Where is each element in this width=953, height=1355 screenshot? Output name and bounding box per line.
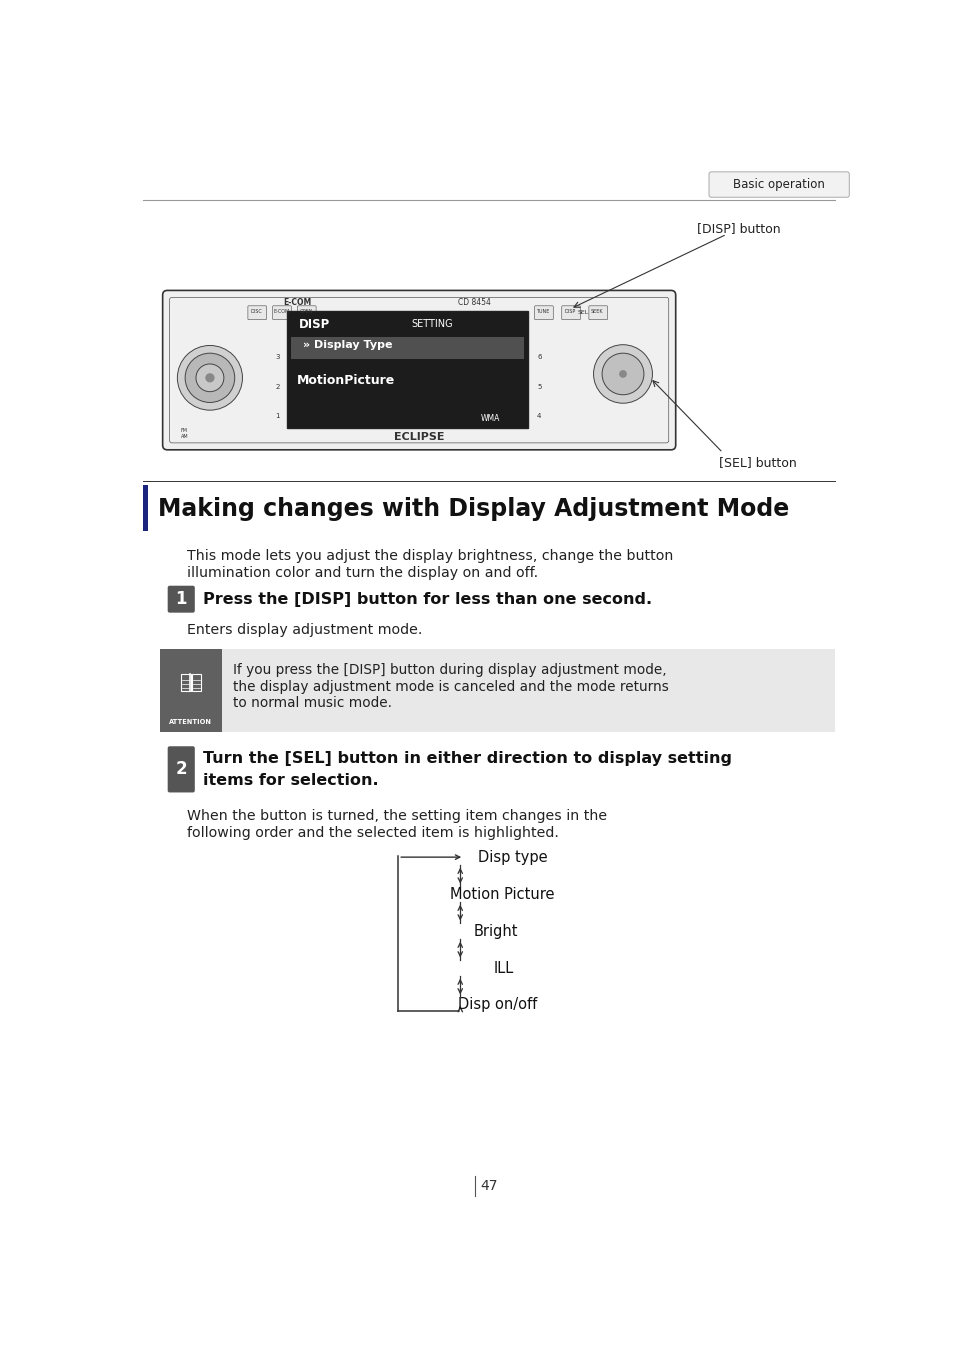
- FancyBboxPatch shape: [708, 172, 848, 198]
- Text: Disp type: Disp type: [477, 850, 547, 864]
- FancyBboxPatch shape: [168, 585, 194, 612]
- Text: CD 8454: CD 8454: [457, 298, 490, 308]
- Text: items for selection.: items for selection.: [203, 772, 378, 787]
- Text: 4: 4: [537, 413, 541, 419]
- Text: Motion Picture: Motion Picture: [450, 886, 554, 901]
- Text: E-COM: E-COM: [283, 298, 312, 308]
- Bar: [159, 649, 221, 733]
- Text: 3: 3: [274, 355, 279, 360]
- Bar: [181, 673, 191, 691]
- Text: [DISP] button: [DISP] button: [696, 222, 780, 234]
- Text: 2: 2: [274, 383, 279, 390]
- Circle shape: [177, 346, 242, 411]
- Bar: [142, 485, 148, 531]
- Text: following order and the selected item is highlighted.: following order and the selected item is…: [187, 827, 558, 840]
- Text: DISP: DISP: [298, 318, 330, 331]
- Circle shape: [185, 354, 234, 402]
- Bar: [287, 312, 527, 428]
- Text: SEL: SEL: [578, 310, 589, 316]
- Text: Making changes with Display Adjustment Mode: Making changes with Display Adjustment M…: [158, 497, 788, 522]
- FancyBboxPatch shape: [273, 306, 291, 320]
- Text: ILL: ILL: [493, 961, 514, 976]
- Bar: [192, 673, 201, 691]
- Circle shape: [195, 364, 224, 392]
- Text: 1: 1: [274, 413, 279, 419]
- Text: E-COM: E-COM: [273, 309, 289, 314]
- Text: DISC: DISC: [251, 309, 262, 314]
- Text: 1: 1: [175, 591, 187, 608]
- Text: DISP: DISP: [564, 309, 576, 314]
- FancyBboxPatch shape: [297, 306, 315, 320]
- FancyBboxPatch shape: [534, 306, 553, 320]
- Text: the display adjustment mode is canceled and the mode returns: the display adjustment mode is canceled …: [233, 680, 668, 694]
- Text: to normal music mode.: to normal music mode.: [233, 696, 392, 710]
- FancyBboxPatch shape: [588, 306, 607, 320]
- Text: FM
AM: FM AM: [180, 428, 188, 439]
- Text: » Display Type: » Display Type: [303, 340, 392, 350]
- Text: OPEN: OPEN: [299, 309, 313, 314]
- Text: TUNE: TUNE: [536, 309, 549, 314]
- Circle shape: [601, 354, 643, 394]
- Bar: [291, 337, 523, 359]
- Text: 2: 2: [175, 760, 187, 778]
- Text: 5: 5: [537, 383, 541, 390]
- Text: SEEK: SEEK: [591, 309, 603, 314]
- Circle shape: [593, 344, 652, 404]
- Text: 47: 47: [479, 1179, 497, 1192]
- FancyBboxPatch shape: [168, 747, 194, 793]
- Circle shape: [618, 370, 626, 378]
- Text: SETTING: SETTING: [411, 318, 453, 329]
- Text: This mode lets you adjust the display brightness, change the button: This mode lets you adjust the display br…: [187, 549, 673, 564]
- Text: ECLIPSE: ECLIPSE: [394, 432, 444, 442]
- Text: [SEL] button: [SEL] button: [719, 455, 796, 469]
- FancyBboxPatch shape: [248, 306, 266, 320]
- Text: 6: 6: [537, 355, 541, 360]
- Bar: [159, 649, 835, 733]
- Text: If you press the [DISP] button during display adjustment mode,: If you press the [DISP] button during di…: [233, 663, 666, 678]
- Text: Disp on/off: Disp on/off: [457, 997, 537, 1012]
- Circle shape: [205, 373, 214, 382]
- Text: Basic operation: Basic operation: [733, 178, 824, 191]
- Text: Turn the [SEL] button in either direction to display setting: Turn the [SEL] button in either directio…: [203, 751, 731, 766]
- Text: When the button is turned, the setting item changes in the: When the button is turned, the setting i…: [187, 809, 607, 824]
- Text: Enters display adjustment mode.: Enters display adjustment mode.: [187, 623, 422, 637]
- Text: Bright: Bright: [473, 924, 517, 939]
- FancyBboxPatch shape: [162, 290, 675, 450]
- Text: illumination color and turn the display on and off.: illumination color and turn the display …: [187, 566, 538, 580]
- Text: MotionPicture: MotionPicture: [296, 374, 395, 388]
- Text: Press the [DISP] button for less than one second.: Press the [DISP] button for less than on…: [203, 592, 652, 607]
- Text: ATTENTION: ATTENTION: [169, 720, 212, 725]
- FancyBboxPatch shape: [561, 306, 579, 320]
- Text: WMA: WMA: [480, 413, 500, 423]
